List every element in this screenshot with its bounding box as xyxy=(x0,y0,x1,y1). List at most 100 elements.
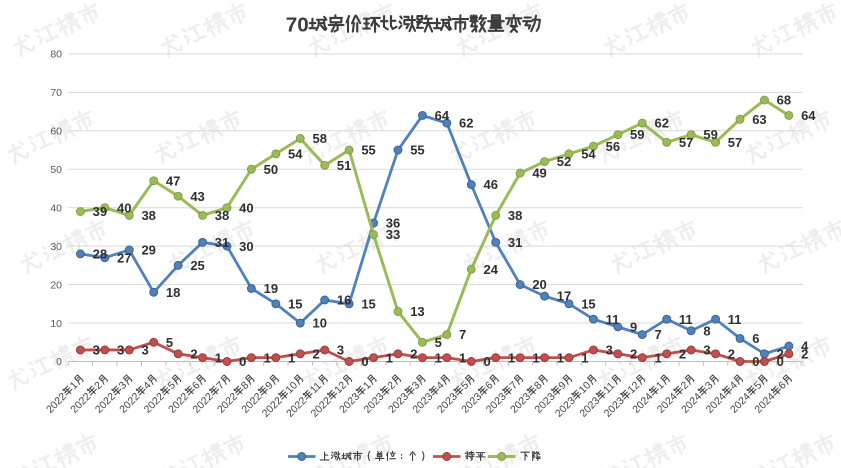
svg-text:1: 1 xyxy=(532,350,539,365)
svg-text:13: 13 xyxy=(410,304,424,319)
svg-text:51: 51 xyxy=(337,158,351,173)
svg-text:50: 50 xyxy=(50,164,62,176)
svg-text:17: 17 xyxy=(557,289,571,304)
svg-text:57: 57 xyxy=(728,135,742,150)
svg-text:2: 2 xyxy=(190,346,197,361)
svg-text:1: 1 xyxy=(557,350,564,365)
svg-text:15: 15 xyxy=(581,296,595,311)
svg-text:8: 8 xyxy=(703,323,710,338)
svg-text:54: 54 xyxy=(581,146,596,161)
svg-text:40: 40 xyxy=(117,200,131,215)
svg-text:1: 1 xyxy=(508,350,515,365)
svg-text:38: 38 xyxy=(215,208,229,223)
svg-text:11: 11 xyxy=(606,312,620,327)
svg-text:50: 50 xyxy=(264,162,278,177)
svg-text:18: 18 xyxy=(166,285,180,300)
svg-text:16: 16 xyxy=(337,293,351,308)
svg-text:2: 2 xyxy=(728,346,735,361)
svg-text:31: 31 xyxy=(215,235,229,250)
svg-text:33: 33 xyxy=(386,227,400,242)
svg-text:80: 80 xyxy=(50,49,62,61)
svg-text:27: 27 xyxy=(117,250,131,265)
svg-text:70: 70 xyxy=(286,14,309,37)
svg-text:3: 3 xyxy=(93,343,100,358)
svg-text:62: 62 xyxy=(459,116,473,131)
svg-text:2: 2 xyxy=(312,346,319,361)
svg-text:15: 15 xyxy=(361,296,375,311)
svg-text:30: 30 xyxy=(50,241,62,253)
svg-text:28: 28 xyxy=(93,246,107,261)
svg-text:20: 20 xyxy=(50,279,62,291)
svg-text:1: 1 xyxy=(264,350,271,365)
svg-text:10: 10 xyxy=(312,316,326,331)
svg-text:2: 2 xyxy=(679,346,686,361)
svg-text:59: 59 xyxy=(630,127,644,142)
svg-text:43: 43 xyxy=(190,189,204,204)
svg-text:0: 0 xyxy=(239,354,246,369)
svg-text:64: 64 xyxy=(435,108,450,123)
svg-text:3: 3 xyxy=(117,343,124,358)
svg-text:60: 60 xyxy=(50,126,62,138)
svg-text:0: 0 xyxy=(483,354,490,369)
svg-text:3: 3 xyxy=(141,343,148,358)
svg-text:1: 1 xyxy=(215,350,222,365)
svg-text:1: 1 xyxy=(654,350,661,365)
svg-text:63: 63 xyxy=(752,112,766,127)
svg-text:46: 46 xyxy=(483,177,497,192)
svg-text:6: 6 xyxy=(752,331,759,346)
svg-text:1: 1 xyxy=(386,350,393,365)
svg-text:7: 7 xyxy=(459,327,466,342)
svg-text:15: 15 xyxy=(288,296,302,311)
svg-text:38: 38 xyxy=(508,208,522,223)
svg-text:0: 0 xyxy=(752,354,759,369)
svg-text:2: 2 xyxy=(630,346,637,361)
svg-text:30: 30 xyxy=(239,239,253,254)
svg-text:36: 36 xyxy=(386,216,400,231)
svg-text:25: 25 xyxy=(190,258,204,273)
svg-text:55: 55 xyxy=(361,143,375,158)
svg-text:62: 62 xyxy=(654,116,668,131)
svg-text:0: 0 xyxy=(361,354,368,369)
svg-text:64: 64 xyxy=(801,108,816,123)
svg-text:3: 3 xyxy=(606,343,613,358)
svg-text:20: 20 xyxy=(532,277,546,292)
svg-text:10: 10 xyxy=(50,318,62,330)
svg-text:3: 3 xyxy=(703,343,710,358)
svg-text:29: 29 xyxy=(141,243,155,258)
svg-text:0: 0 xyxy=(777,354,784,369)
svg-text:2: 2 xyxy=(801,346,808,361)
svg-text:2: 2 xyxy=(777,346,784,361)
svg-text:40: 40 xyxy=(50,202,62,214)
svg-text:39: 39 xyxy=(93,204,107,219)
svg-text:38: 38 xyxy=(141,208,155,223)
svg-text:11: 11 xyxy=(679,312,693,327)
svg-text:1: 1 xyxy=(581,350,588,365)
svg-text:31: 31 xyxy=(508,235,522,250)
svg-text:5: 5 xyxy=(166,335,173,350)
svg-text:59: 59 xyxy=(703,127,717,142)
svg-text:1: 1 xyxy=(288,350,295,365)
svg-text:40: 40 xyxy=(239,200,253,215)
svg-text:55: 55 xyxy=(410,143,424,158)
svg-text:24: 24 xyxy=(483,262,498,277)
svg-text:54: 54 xyxy=(288,146,303,161)
svg-text:1: 1 xyxy=(435,350,442,365)
svg-text:3: 3 xyxy=(337,343,344,358)
svg-text:0: 0 xyxy=(56,356,62,368)
svg-text:5: 5 xyxy=(435,335,442,350)
svg-text:68: 68 xyxy=(777,93,791,108)
svg-text:56: 56 xyxy=(606,139,620,154)
svg-text:11: 11 xyxy=(728,312,742,327)
svg-text:70: 70 xyxy=(50,87,62,99)
svg-text:58: 58 xyxy=(312,131,326,146)
svg-text:49: 49 xyxy=(532,166,546,181)
svg-text:9: 9 xyxy=(630,320,637,335)
svg-text:2: 2 xyxy=(410,346,417,361)
svg-text:7: 7 xyxy=(654,327,661,342)
svg-text:1: 1 xyxy=(459,350,466,365)
svg-text:52: 52 xyxy=(557,154,571,169)
svg-text:19: 19 xyxy=(264,281,278,296)
svg-text:57: 57 xyxy=(679,135,693,150)
svg-text:47: 47 xyxy=(166,173,180,188)
svg-text:4: 4 xyxy=(801,339,809,354)
